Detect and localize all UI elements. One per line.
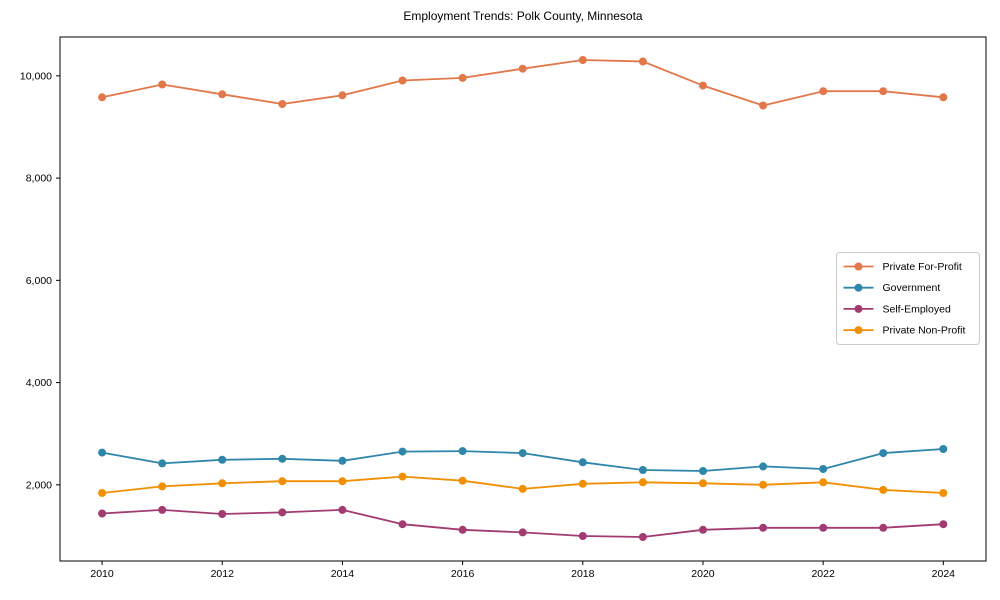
y-tick-label: 6,000	[26, 275, 52, 287]
data-point-marker	[338, 456, 347, 465]
data-point-marker	[338, 477, 347, 486]
data-point-marker	[939, 520, 948, 529]
data-point-marker	[458, 525, 467, 534]
data-point-marker	[759, 480, 768, 489]
legend-marker-icon	[854, 326, 863, 335]
data-point-marker	[458, 447, 467, 456]
legend-marker-icon	[854, 304, 863, 313]
data-point-marker	[638, 57, 647, 66]
y-axis: 2,000 4,000 6,000 8,000 10,000	[20, 70, 60, 491]
data-point-marker	[518, 528, 527, 537]
data-point-marker	[879, 485, 888, 494]
data-point-marker	[578, 532, 587, 540]
x-tick-label: 2024	[932, 568, 956, 580]
data-point-marker	[699, 467, 707, 475]
data-point-marker	[278, 508, 287, 517]
data-point-marker	[578, 458, 587, 467]
series-government	[98, 445, 948, 475]
legend-label: Private Non-Profit	[883, 325, 966, 337]
legend-marker-icon	[854, 262, 863, 271]
data-point-marker	[759, 101, 768, 110]
data-point-marker	[158, 482, 167, 491]
legend: Private For-Profit Government Self-Employe…	[836, 252, 980, 345]
data-point-marker	[98, 93, 107, 102]
y-tick-label: 2,000	[26, 479, 52, 491]
data-point-marker	[939, 489, 948, 497]
data-point-marker	[338, 91, 347, 100]
data-point-marker	[338, 505, 347, 514]
legend-entry: Government	[843, 282, 941, 294]
data-point-marker	[98, 509, 107, 518]
legend-entry: Private Non-Profit	[843, 325, 966, 337]
data-point-marker	[278, 100, 287, 108]
legend-entry: Private For-Profit	[843, 261, 962, 273]
data-point-marker	[638, 466, 647, 474]
series-self-employed	[98, 505, 948, 541]
data-point-marker	[578, 479, 587, 488]
data-point-marker	[879, 87, 888, 96]
legend-marker-icon	[854, 283, 863, 292]
data-point-marker	[699, 479, 707, 488]
data-point-marker	[819, 87, 828, 96]
data-point-marker	[458, 476, 467, 485]
y-tick-label: 10,000	[20, 70, 52, 82]
data-point-marker	[939, 445, 948, 453]
data-point-marker	[518, 64, 527, 73]
legend-label: Private For-Profit	[883, 261, 962, 273]
y-tick-label: 4,000	[26, 377, 52, 389]
chart-title: Employment Trends: Polk County, Minnesot…	[403, 9, 643, 23]
data-point-marker	[98, 489, 107, 497]
legend-label: Government	[883, 282, 941, 294]
data-point-marker	[218, 90, 227, 99]
data-point-marker	[158, 505, 167, 514]
data-point-marker	[879, 523, 888, 532]
plot-border	[59, 36, 987, 562]
data-point-marker	[939, 93, 948, 102]
data-point-marker	[759, 523, 768, 532]
data-point-marker	[819, 478, 828, 487]
y-tick-label: 8,000	[26, 173, 52, 185]
data-point-marker	[638, 478, 647, 487]
x-tick-label: 2012	[211, 568, 235, 580]
x-tick-label: 2014	[331, 568, 355, 580]
data-point-marker	[218, 479, 227, 488]
x-tick-label: 2010	[90, 568, 114, 580]
data-point-marker	[518, 449, 527, 458]
data-point-marker	[158, 80, 167, 89]
legend-box	[836, 252, 980, 345]
data-point-marker	[398, 76, 407, 85]
data-point-marker	[819, 523, 828, 532]
data-point-marker	[278, 454, 287, 463]
x-axis: 2010 2012 2014 2016 2018 2020 2022 2024	[90, 561, 955, 580]
data-point-marker	[879, 449, 888, 458]
x-tick-label: 2018	[571, 568, 595, 580]
x-tick-label: 2022	[811, 568, 835, 580]
data-point-marker	[218, 455, 227, 464]
data-point-marker	[98, 448, 107, 457]
data-point-marker	[819, 465, 828, 473]
data-point-marker	[518, 484, 527, 493]
data-point-marker	[699, 81, 707, 90]
x-tick-label: 2020	[691, 568, 715, 580]
data-point-marker	[398, 520, 407, 529]
data-point-marker	[759, 462, 768, 471]
data-point-marker	[218, 510, 227, 518]
x-tick-label: 2016	[451, 568, 475, 580]
legend-entry: Self-Employed	[843, 303, 951, 315]
series-private-for-profit	[98, 56, 948, 110]
data-point-marker	[398, 472, 407, 481]
legend-label: Self-Employed	[883, 303, 951, 315]
data-point-marker	[458, 73, 467, 82]
data-point-marker	[578, 56, 587, 64]
data-point-marker	[699, 525, 707, 534]
data-point-marker	[158, 459, 167, 468]
data-point-marker	[278, 477, 287, 486]
data-point-marker	[398, 447, 407, 456]
series-private-non-profit	[98, 472, 948, 497]
data-point-marker	[638, 533, 647, 541]
